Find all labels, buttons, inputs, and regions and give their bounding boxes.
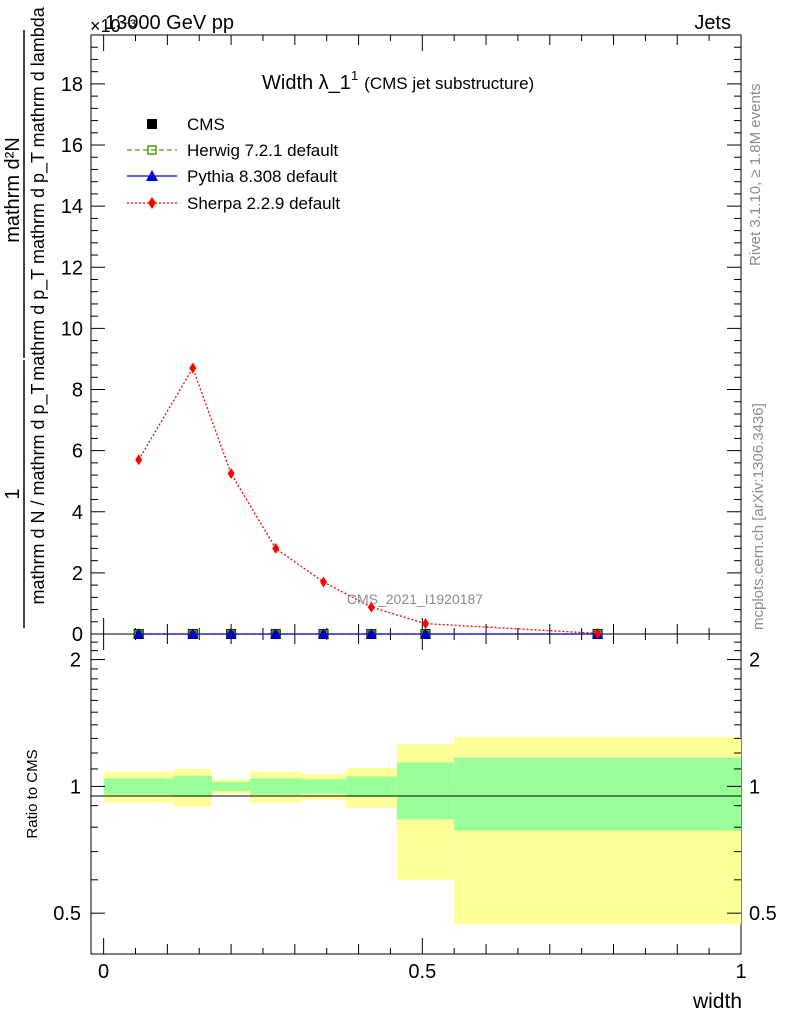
sherpa-point	[320, 576, 328, 588]
y-tick-label: 10	[61, 318, 83, 340]
ratio-y-tick-label: 1	[70, 776, 81, 798]
ratio-band-inner	[454, 757, 741, 831]
y-tick-label: 18	[61, 74, 83, 96]
sherpa-point	[272, 542, 280, 554]
legend-cms-marker	[147, 119, 157, 129]
y-tick-label: 0	[72, 624, 83, 646]
chart-title-main: Width λ_1	[262, 72, 351, 94]
y-label-prefix-den: mathrm d N / mathrm d p_T	[28, 383, 49, 604]
main-axis-ticks: 0 2 4 6 8 10 12 14 16 18	[61, 34, 742, 646]
legend-sherpa-label: Sherpa 2.2.9 default	[187, 194, 340, 213]
pythia-point	[187, 628, 199, 639]
energy-label: 13000 GeV pp	[105, 12, 234, 34]
rivet-version-label: Rivet 3.1.10, ≥ 1.8M events	[747, 84, 764, 267]
legend-sherpa-marker	[148, 197, 156, 209]
ratio-y-tick-label: 2	[70, 650, 81, 672]
ratio-y-tick-label-right: 2	[749, 650, 760, 672]
ratio-band-inner	[345, 776, 397, 797]
ratio-band-inner	[173, 775, 212, 797]
ratio-band-inner	[103, 778, 174, 795]
ratio-band-inner	[250, 778, 302, 795]
pythia-point	[318, 628, 330, 639]
y-tick-label: 2	[72, 563, 83, 585]
y-axis-label: 1 mathrm d N / mathrm d p_T mathrm d²N m…	[2, 6, 49, 628]
ratio-band-inner	[211, 781, 251, 792]
sherpa-point	[421, 618, 429, 630]
ratio-bands	[103, 736, 741, 925]
sherpa-line	[138, 366, 598, 635]
y-tick-label: 16	[61, 135, 83, 157]
y-label-numerator: mathrm d²N	[2, 137, 24, 243]
x-axis-label: width	[692, 990, 742, 1013]
pythia-point	[419, 628, 431, 639]
ratio-y-tick-label: 0.5	[53, 903, 81, 925]
legend-pythia-marker	[146, 170, 158, 181]
pythia-point	[133, 628, 145, 639]
legend: CMS Herwig 7.2.1 default Pythia 8.308 defa…	[127, 115, 340, 213]
sherpa-point	[135, 454, 143, 466]
ratio-band-inner	[396, 762, 455, 820]
sherpa-point	[594, 627, 602, 639]
pythia-point	[270, 628, 282, 639]
analysis-id: CMS_2021_I1920187	[347, 591, 483, 607]
x-tick-label: 0	[98, 961, 109, 983]
sherpa-point	[189, 362, 197, 374]
category-label: Jets	[694, 12, 731, 34]
sherpa-point	[227, 468, 235, 480]
y-tick-label: 12	[61, 257, 83, 279]
chart-title-suffix: (CMS jet substructure)	[364, 74, 534, 93]
ratio-axis-ticks: 0 0.5 1 0.5 0.5 1 1 2 2	[53, 634, 777, 983]
legend-pythia-label: Pythia 8.308 default	[187, 167, 338, 186]
legend-herwig-label: Herwig 7.2.1 default	[187, 141, 338, 160]
sherpa-point	[367, 601, 375, 613]
y-tick-label: 14	[61, 196, 83, 218]
ratio-band-inner	[301, 779, 346, 794]
ratio-y-tick-label-right: 1	[749, 776, 760, 798]
y-tick-label: 6	[72, 441, 83, 463]
chart-title-sup: 1	[351, 68, 358, 83]
x-tick-label: 1	[735, 961, 746, 983]
y-label-prefix-num: 1	[2, 488, 24, 499]
ratio-y-label: Ratio to CMS	[24, 749, 41, 838]
chart-title: Width λ_11 (CMS jet substructure)	[262, 68, 534, 94]
legend-cms-label: CMS	[187, 115, 225, 134]
pythia-point	[225, 628, 237, 639]
series-layer	[133, 362, 604, 639]
pythia-point	[365, 628, 377, 639]
ratio-y-tick-label-right: 0.5	[749, 903, 777, 925]
legend-herwig-marker	[147, 145, 157, 155]
y-label-denominator: mathrm d p_T mathrm d p_T mathrm d lambd…	[28, 6, 49, 380]
x-tick-label: 0.5	[408, 961, 436, 983]
y-tick-label: 8	[72, 380, 83, 402]
mcplots-site-label: mcplots.cern.ch [arXiv:1306.3436]	[750, 403, 767, 630]
y-tick-label: 4	[72, 502, 83, 524]
y-scale-exponent: ×10⁻³	[90, 16, 136, 36]
